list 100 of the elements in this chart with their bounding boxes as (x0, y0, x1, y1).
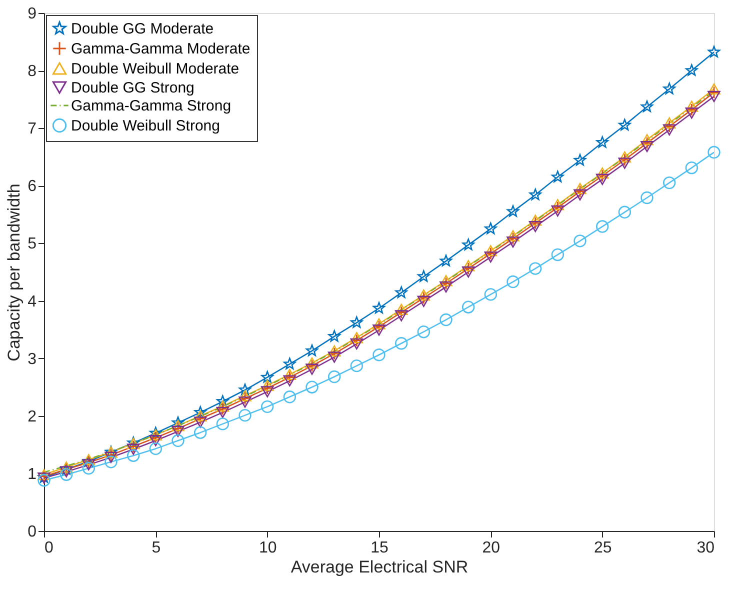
y-tick-label: 8 (28, 63, 37, 80)
x-tick-label: 5 (152, 540, 161, 556)
legend-label: Gamma-Gamma Strong (71, 98, 232, 114)
point (640, 100, 654, 112)
point (528, 214, 542, 226)
point (708, 83, 720, 95)
point (238, 384, 252, 396)
y-tick-label: 9 (28, 6, 37, 22)
point (149, 431, 162, 444)
point (462, 300, 475, 314)
y-tick-label: 2 (28, 408, 37, 426)
point (283, 368, 296, 380)
point (618, 206, 632, 218)
point (618, 118, 631, 130)
point (372, 324, 386, 336)
point (440, 281, 452, 293)
point (194, 406, 206, 418)
point (506, 205, 520, 217)
point (708, 146, 720, 159)
point (104, 452, 118, 463)
point (216, 400, 230, 412)
point (618, 153, 632, 166)
point (685, 108, 698, 119)
y-tick-label: 7 (28, 120, 37, 138)
point (149, 435, 162, 446)
point (328, 370, 341, 384)
legend-label: Double GG Moderate (71, 20, 214, 38)
point (551, 248, 564, 262)
x-tick-label: 15 (370, 540, 388, 556)
x-tick-label: 20 (482, 540, 500, 556)
y-tick-label: 3 (28, 350, 37, 368)
point (172, 434, 184, 447)
legend-label: Double Weibull Moderate (71, 60, 240, 78)
point (484, 288, 498, 301)
point (528, 262, 542, 275)
point (462, 266, 475, 278)
point (506, 230, 520, 242)
point (350, 316, 363, 328)
point (551, 201, 564, 214)
point (596, 174, 609, 185)
point (284, 358, 296, 370)
point (574, 182, 586, 194)
point (194, 426, 207, 439)
point (328, 345, 341, 356)
y-tick-label: 4 (28, 293, 37, 310)
legend-label: Double GG Strong (71, 80, 194, 96)
x-tick-label: 0 (44, 540, 54, 556)
point (484, 245, 498, 256)
y-tick-label: 0 (28, 524, 37, 540)
point (283, 390, 296, 404)
point (685, 100, 698, 112)
point (216, 402, 230, 416)
point (350, 332, 364, 344)
point (551, 205, 564, 217)
legend-label: Double Weibull Strong (71, 118, 220, 134)
point (350, 338, 364, 350)
point (149, 429, 162, 440)
point (306, 344, 318, 356)
point (238, 390, 252, 402)
point (506, 236, 520, 248)
point (663, 82, 676, 94)
point (238, 396, 252, 408)
point (662, 117, 676, 129)
point (126, 449, 140, 462)
point (574, 154, 586, 166)
point (552, 170, 564, 182)
point (216, 418, 230, 430)
legend-label: Gamma-Gamma Moderate (71, 40, 250, 58)
point (618, 151, 632, 162)
x-tick-label: 30 (696, 540, 715, 556)
point (574, 189, 586, 200)
point (686, 64, 698, 76)
point (551, 199, 564, 210)
point (417, 296, 430, 307)
point (529, 188, 542, 200)
point (350, 334, 364, 347)
point (261, 370, 274, 383)
point (82, 462, 96, 475)
point (596, 220, 609, 233)
point (662, 176, 676, 190)
point (685, 161, 698, 174)
point (596, 136, 608, 148)
point (640, 134, 654, 146)
point (484, 251, 498, 263)
point (418, 270, 430, 282)
point (260, 386, 274, 398)
point (194, 416, 207, 428)
point (372, 318, 386, 330)
point (394, 310, 408, 322)
point (484, 222, 497, 234)
point (172, 416, 184, 428)
point (618, 158, 632, 169)
x-tick-label: 25 (594, 540, 612, 556)
point (149, 442, 162, 456)
point (484, 247, 498, 260)
point (350, 359, 364, 372)
point (394, 304, 408, 315)
point (194, 410, 207, 422)
point (216, 406, 230, 418)
point (328, 352, 341, 363)
